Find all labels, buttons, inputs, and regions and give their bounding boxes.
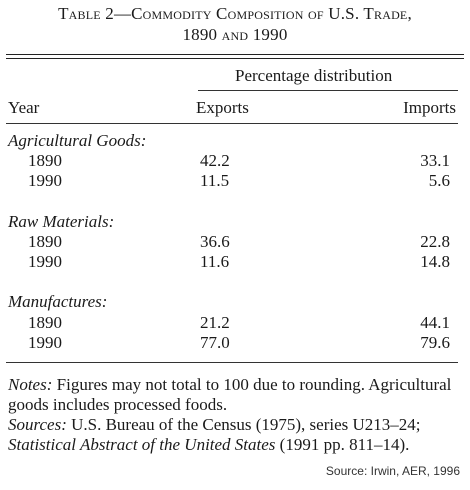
table-number: Table 2 xyxy=(58,4,114,23)
title-text: Commodity Composition of U.S. Trade, xyxy=(131,4,412,23)
cell-imports: 22.8 xyxy=(420,232,450,251)
title-line-2: 1890 and 1990 xyxy=(182,25,288,44)
notes-label: Notes: xyxy=(8,375,53,394)
cell-imports: 33.1 xyxy=(420,151,450,170)
sources-text-end: (1991 pp. 811–14). xyxy=(275,435,410,454)
sources-publication-title: Statistical Abstract of the United State… xyxy=(8,435,276,454)
group-label-agricultural: Agricultural Goods: xyxy=(8,131,147,150)
cell-imports: 44.1 xyxy=(420,313,450,332)
header-imports: Imports xyxy=(403,98,456,117)
cell-exports: 21.2 xyxy=(200,313,230,332)
cell-exports: 36.6 xyxy=(200,232,230,251)
row-year: 1890 xyxy=(28,313,62,332)
row-year: 1990 xyxy=(28,171,62,190)
sources-text: U.S. Bureau of the Census (1975), series… xyxy=(66,415,421,434)
spanner-rule xyxy=(198,90,458,91)
row-year: 1990 xyxy=(28,252,62,271)
sources-paragraph: Sources: U.S. Bureau of the Census (1975… xyxy=(8,415,464,455)
top-rule-second xyxy=(6,58,464,59)
cell-exports: 11.5 xyxy=(200,171,230,190)
title-dash: — xyxy=(113,4,132,23)
notes-paragraph: Notes: Figures may not total to 100 due … xyxy=(8,375,464,415)
title-line-1: Table 2—Commodity Composition of U.S. Tr… xyxy=(0,3,470,24)
group-label-manufactures: Manufactures: xyxy=(8,292,108,311)
group-label-raw-materials: Raw Materials: xyxy=(8,212,115,231)
row-year: 1890 xyxy=(28,151,62,170)
cell-exports: 77.0 xyxy=(200,333,230,352)
header-exports: Exports xyxy=(196,98,249,117)
notes-text: Figures may not total to 100 due to roun… xyxy=(8,375,452,414)
cell-imports: 14.8 xyxy=(420,252,450,271)
cell-exports: 42.2 xyxy=(200,151,230,170)
bottom-rule xyxy=(6,362,458,363)
table-title: Table 2—Commodity Composition of U.S. Tr… xyxy=(0,0,470,45)
cell-imports: 5.6 xyxy=(428,171,450,190)
sources-label: Sources: xyxy=(8,415,67,434)
cell-exports: 11.6 xyxy=(200,252,230,271)
header-year: Year xyxy=(8,98,40,117)
row-year: 1890 xyxy=(28,232,62,251)
header-spanner: Percentage distribution xyxy=(235,66,393,85)
row-year: 1990 xyxy=(28,333,62,352)
header-rule xyxy=(6,123,458,124)
table-notes: Notes: Figures may not total to 100 due … xyxy=(8,375,464,455)
source-credit: Source: Irwin, AER, 1996 xyxy=(325,464,460,478)
cell-imports: 79.6 xyxy=(420,333,450,352)
top-rule xyxy=(6,54,464,55)
